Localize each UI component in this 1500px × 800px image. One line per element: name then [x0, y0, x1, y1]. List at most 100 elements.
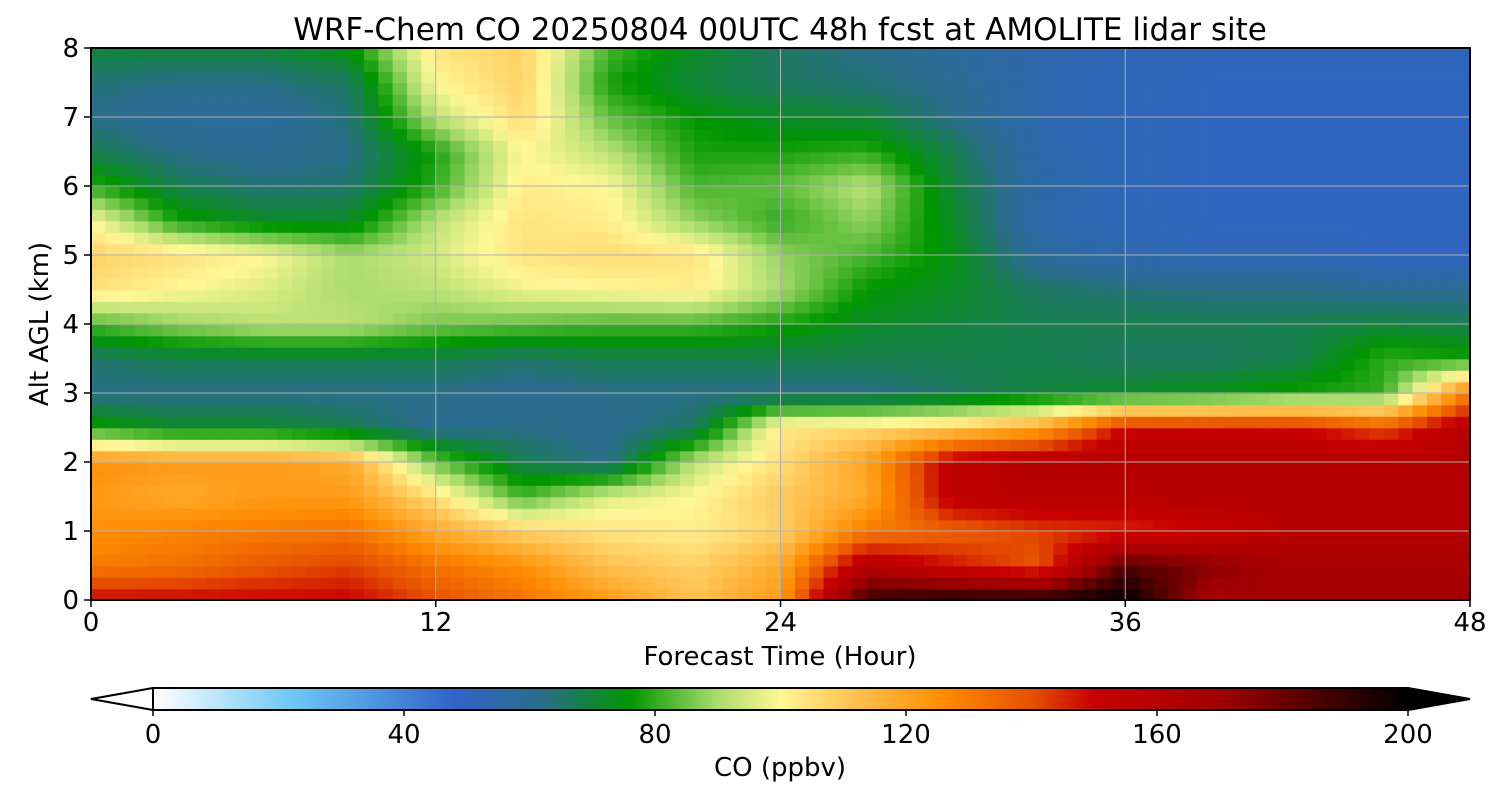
heatmap-cell — [565, 450, 581, 463]
heatmap-cell — [608, 312, 624, 325]
heatmap-cell — [1067, 163, 1083, 176]
heatmap-cell — [622, 94, 638, 107]
heatmap-cell — [751, 404, 767, 417]
heatmap-cell — [349, 439, 365, 452]
heatmap-cell — [723, 59, 739, 72]
heatmap-cell — [1355, 427, 1371, 440]
heatmap-cell — [220, 301, 236, 314]
heatmap-cell — [1211, 197, 1227, 210]
heatmap-cell — [1067, 462, 1083, 475]
heatmap-cell — [421, 358, 437, 371]
heatmap-cell — [837, 416, 854, 429]
heatmap-cell — [1412, 220, 1428, 233]
heatmap-cell — [392, 117, 408, 130]
heatmap-cell — [464, 82, 480, 95]
heatmap-cell — [995, 416, 1012, 429]
heatmap-cell — [1398, 404, 1414, 417]
heatmap-cell — [608, 450, 624, 463]
heatmap-cell — [249, 163, 265, 176]
heatmap-cell — [435, 105, 451, 118]
heatmap-cell — [1398, 473, 1414, 486]
heatmap-cell — [493, 324, 509, 337]
heatmap-cell — [1067, 439, 1083, 452]
heatmap-cell — [1168, 278, 1184, 291]
heatmap-cell — [435, 416, 451, 429]
heatmap-cell — [1355, 151, 1371, 164]
heatmap-cell — [550, 554, 566, 567]
heatmap-cell — [866, 220, 882, 233]
heatmap-cell — [378, 324, 394, 337]
heatmap-cell — [378, 278, 394, 291]
heatmap-cell — [191, 266, 207, 279]
heatmap-cell — [579, 255, 595, 268]
heatmap-cell — [1455, 243, 1470, 256]
heatmap-cell — [177, 174, 193, 187]
heatmap-cell — [1383, 174, 1399, 187]
heatmap-cell — [464, 117, 480, 130]
heatmap-cell — [464, 393, 480, 406]
heatmap-cell — [1455, 473, 1470, 486]
heatmap-cell — [363, 163, 380, 176]
heatmap-cell — [1383, 473, 1399, 486]
heatmap-cell — [593, 416, 609, 429]
heatmap-cell — [1168, 151, 1184, 164]
heatmap-cell — [938, 209, 954, 222]
heatmap-cell — [536, 243, 552, 256]
heatmap-cell — [1283, 117, 1299, 130]
heatmap-cell — [1225, 508, 1241, 521]
heatmap-cell — [421, 531, 437, 544]
heatmap-cell — [421, 324, 437, 337]
heatmap-cell — [292, 519, 308, 532]
heatmap-cell — [837, 496, 854, 509]
heatmap-cell — [177, 588, 193, 600]
heatmap-cell — [1383, 59, 1399, 72]
heatmap-cell — [105, 243, 121, 256]
heatmap-cell — [205, 554, 222, 567]
heatmap-cell — [651, 393, 667, 406]
heatmap-cell — [794, 209, 811, 222]
heatmap-cell — [1441, 209, 1457, 222]
heatmap-cell — [1096, 347, 1112, 360]
heatmap-cell — [1067, 48, 1083, 61]
heatmap-cell — [881, 94, 897, 107]
heatmap-cell — [837, 128, 854, 141]
colorbar-bar — [153, 688, 1408, 710]
heatmap-cell — [306, 358, 322, 371]
heatmap-cell — [91, 59, 107, 72]
heatmap-cell — [1225, 278, 1241, 291]
heatmap-cell — [1311, 508, 1328, 521]
heatmap-cell — [162, 220, 178, 233]
heatmap-cell — [119, 243, 135, 256]
heatmap-cell — [1082, 82, 1098, 95]
heatmap-cell — [1211, 140, 1227, 153]
heatmap-cell — [694, 324, 710, 337]
heatmap-cell — [191, 496, 207, 509]
heatmap-cell — [263, 151, 279, 164]
heatmap-cell — [1125, 439, 1141, 452]
heatmap-cell — [1398, 266, 1414, 279]
heatmap-cell — [579, 347, 595, 360]
heatmap-cell — [1426, 588, 1443, 600]
heatmap-cell — [909, 301, 925, 314]
heatmap-cell — [708, 278, 724, 291]
heatmap-cell — [1096, 209, 1112, 222]
heatmap-cell — [593, 565, 609, 578]
heatmap-cell — [91, 117, 107, 130]
heatmap-cell — [1125, 255, 1141, 268]
heatmap-cell — [579, 186, 595, 199]
heatmap-cell — [981, 542, 997, 555]
heatmap-cell — [148, 209, 164, 222]
heatmap-cell — [306, 393, 322, 406]
heatmap-cell — [177, 105, 193, 118]
heatmap-cell — [1254, 48, 1270, 61]
heatmap-cell — [1197, 94, 1213, 107]
heatmap-cell — [205, 255, 222, 268]
heatmap-cell — [780, 289, 796, 302]
heatmap-cell — [464, 140, 480, 153]
heatmap-cell — [521, 542, 538, 555]
heatmap-cell — [421, 496, 437, 509]
heatmap-cell — [191, 94, 207, 107]
heatmap-cell — [1225, 151, 1241, 164]
heatmap-cell — [1311, 335, 1328, 348]
heatmap-cell — [407, 439, 423, 452]
